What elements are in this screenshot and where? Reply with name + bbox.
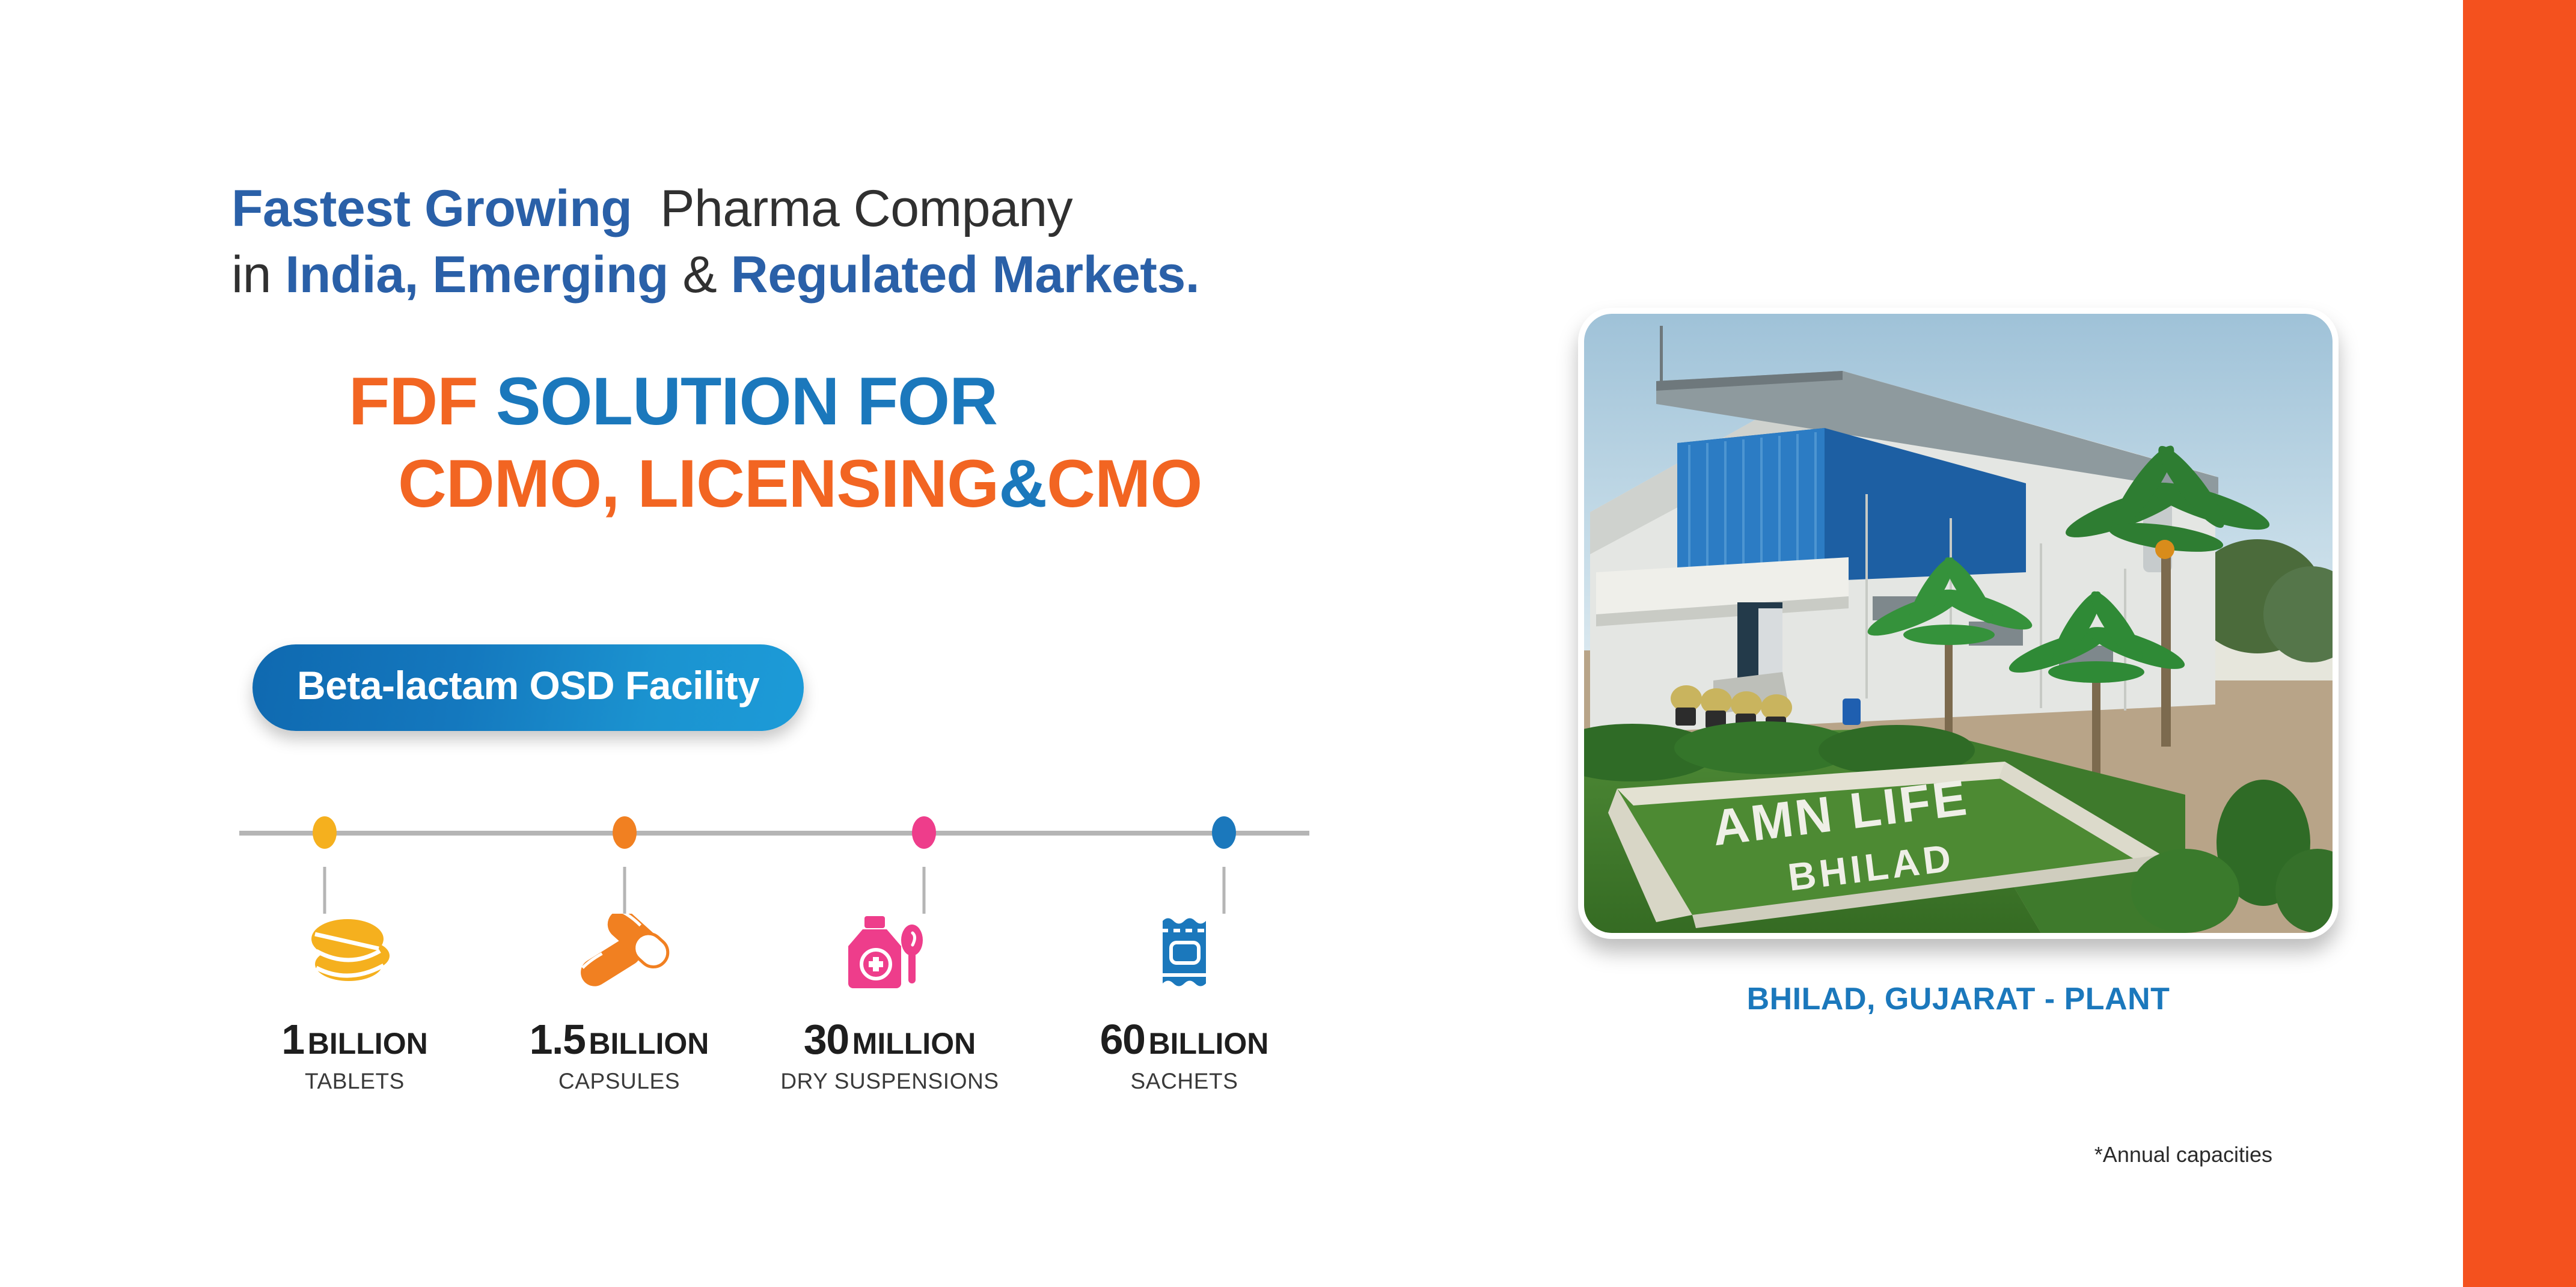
- subheadline-plain-1: Pharma Company: [660, 180, 1073, 237]
- stat-dry-suspensions-value-row: 30 MILLION: [751, 1018, 1028, 1060]
- stat-sachets-value-row: 60 BILLION: [1046, 1018, 1323, 1060]
- stat-dry-suspensions-value: 30: [803, 1016, 849, 1063]
- sachet-icon: [1046, 914, 1323, 992]
- tablets-icon: [216, 914, 493, 992]
- timeline-dot-tablets: [313, 816, 337, 849]
- timeline-dot-capsules: [612, 816, 637, 849]
- timeline-track: [239, 816, 1309, 914]
- stat-capsules: 1.5 BILLION CAPSULES: [481, 914, 757, 1094]
- main-title: FDF SOLUTION FOR CDMO, LICENSING&CMO: [349, 361, 1491, 525]
- title-cmo: CMO: [1047, 445, 1202, 521]
- right-edge-accent-bar: [2463, 0, 2576, 1287]
- subheadline-prefix: in: [231, 246, 286, 304]
- stat-tablets: 1 BILLION TABLETS: [216, 914, 493, 1094]
- timeline-stem-tablets: [323, 867, 326, 914]
- stat-sachets-label: SACHETS: [1130, 1069, 1238, 1093]
- title-ampersand: &: [999, 445, 1047, 521]
- stat-capsules-unit: BILLION: [589, 1027, 709, 1060]
- stat-dry-suspensions-label: DRY SUSPENSIONS: [780, 1069, 999, 1093]
- subheadline-rest-1: [646, 180, 660, 237]
- stat-tablets-value: 1: [281, 1016, 305, 1063]
- left-content-column: Fastest Growing Pharma Company in India,…: [216, 176, 1374, 1094]
- timeline-stem-dry-suspensions: [922, 867, 926, 914]
- title-cdmo-licensing: CDMO, LICENSING: [398, 445, 999, 521]
- title-fdf: FDF: [349, 364, 479, 439]
- stat-capsules-value-row: 1.5 BILLION: [481, 1018, 757, 1060]
- timeline-stem-capsules: [623, 867, 626, 914]
- subheadline-strong-3: Regulated Markets.: [730, 246, 1200, 304]
- stat-sachets: 60 BILLION SACHETS: [1046, 914, 1323, 1094]
- main-title-row2: CDMO, LICENSING&CMO: [349, 443, 1491, 525]
- stat-sachets-unit: BILLION: [1148, 1027, 1269, 1060]
- bhilad-plant-photo: AMN LIFE BHILAD: [1584, 314, 2333, 933]
- subheadline-ampersand: &: [668, 246, 731, 304]
- subheadline: Fastest Growing Pharma Company in India,…: [231, 176, 1374, 308]
- timeline-dot-dry-suspensions: [912, 816, 937, 849]
- stat-tablets-label: TABLETS: [305, 1069, 405, 1093]
- beta-lactam-osd-facility-pill[interactable]: Beta-lactam OSD Facility: [252, 644, 804, 731]
- stat-tablets-unit: BILLION: [307, 1027, 428, 1060]
- subheadline-strong-1: Fastest Growing: [231, 180, 632, 237]
- stat-capsules-value: 1.5: [529, 1016, 586, 1063]
- annual-capacities-footnote: *Annual capacities: [2094, 1142, 2272, 1167]
- stat-sachets-value: 60: [1100, 1016, 1146, 1063]
- stat-dry-suspensions: 30 MILLION DRY SUSPENSIONS: [751, 914, 1028, 1094]
- dry-suspension-bottle-icon: [751, 914, 1028, 992]
- timeline-line: [239, 831, 1309, 836]
- title-solution-for: SOLUTION FOR: [495, 364, 998, 439]
- photo-caption: BHILAD, GUJARAT - PLANT: [1746, 982, 2170, 1016]
- plant-photo-card: AMN LIFE BHILAD: [1578, 308, 2339, 939]
- timeline-stem-sachets: [1222, 867, 1226, 914]
- capsules-icon: [481, 914, 757, 992]
- facility-pill-wrapper: Beta-lactam OSD Facility: [252, 644, 804, 731]
- timeline-dot-sachets: [1211, 816, 1236, 849]
- stat-tablets-value-row: 1 BILLION: [216, 1018, 493, 1060]
- stat-dry-suspensions-unit: MILLION: [852, 1027, 976, 1060]
- stat-capsules-label: CAPSULES: [558, 1069, 681, 1093]
- subheadline-strong-2: India, Emerging: [285, 246, 668, 304]
